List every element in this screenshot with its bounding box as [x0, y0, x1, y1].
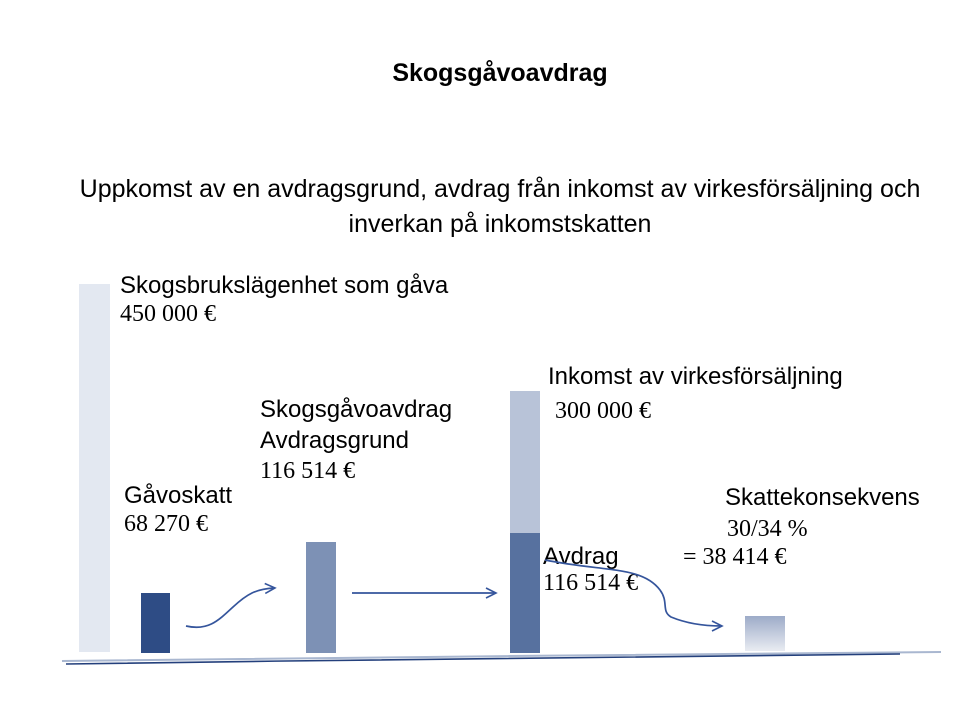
tax-consequence-rate: 30/34 %	[727, 516, 808, 542]
gift-tax-name: Gåvoskatt	[124, 482, 233, 509]
slide-subtitle: Uppkomst av en avdragsgrund, avdrag från…	[40, 172, 960, 242]
tax-consequence-name: Skattekonsekvens	[725, 484, 920, 511]
label-gift-tax: Gåvoskatt 68 270 €	[124, 482, 232, 538]
gift-tax-value: 68 270 €	[124, 511, 208, 537]
deduction-name: Avdrag	[543, 543, 619, 570]
label-deduction: Avdrag 116 514 €	[543, 543, 639, 597]
timber-income-value: 300 000 €	[555, 398, 651, 424]
subtitle-line-2: inverkan på inkomstskatten	[348, 210, 652, 238]
timber-income-name: Inkomst av virkesförsäljning	[548, 363, 843, 390]
baseline-light-stroke	[61, 651, 942, 662]
bar-timber-income-deduction-segment	[510, 533, 540, 653]
deduction-value: 116 514 €	[543, 570, 639, 596]
label-gift-property: Skogsbrukslägenhet som gåva 450 000 €	[120, 272, 448, 328]
bar-gift-property	[79, 284, 110, 652]
subtitle-line-1: Uppkomst av en avdragsgrund, avdrag från…	[79, 175, 921, 203]
bar-timber-income	[510, 391, 540, 653]
bar-gift-tax	[141, 593, 170, 653]
gift-property-name: Skogsbrukslägenhet som gåva	[120, 272, 449, 299]
baseline-dark-stroke	[65, 653, 901, 665]
deduction-base-line2: Avdragsgrund	[260, 427, 409, 454]
deduction-base-line1: Skogsgåvoavdrag	[260, 396, 453, 423]
label-timber-income: Inkomst av virkesförsäljning 300 000 €	[548, 360, 843, 428]
deduction-base-value: 116 514 €	[260, 458, 356, 484]
bar-tax-consequence	[745, 616, 785, 651]
label-deduction-base: Skogsgåvoavdrag Avdragsgrund 116 514 €	[260, 394, 452, 487]
tax-consequence-value: = 38 414 €	[683, 544, 787, 570]
arrow-gift-tax-to-deduction-base-icon	[185, 582, 277, 629]
bar-deduction-base	[306, 542, 336, 653]
gift-property-value: 450 000 €	[120, 301, 216, 327]
bar-timber-income-remainder-segment	[510, 391, 540, 533]
page-title: Skogsgåvoavdrag	[392, 59, 608, 87]
